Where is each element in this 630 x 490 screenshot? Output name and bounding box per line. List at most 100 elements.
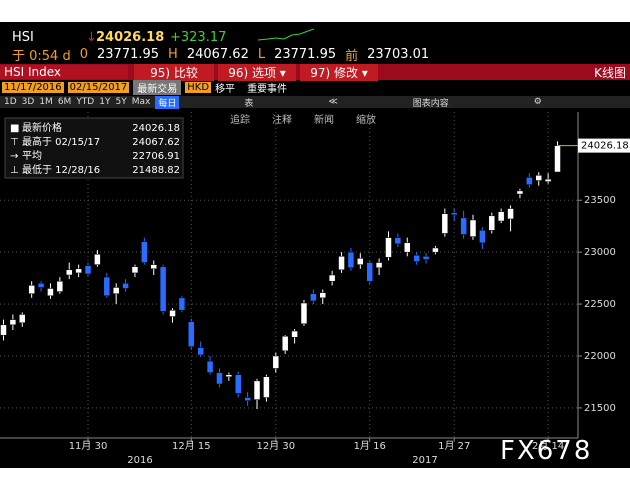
period[interactable]: YTD — [76, 97, 95, 107]
candle-body — [235, 374, 242, 394]
y-tick-label: 22000 — [584, 351, 616, 362]
menu-title: K线图 — [594, 65, 626, 80]
candle-body — [263, 376, 270, 398]
menu-button[interactable]: 96) 选项 ▾ — [218, 63, 296, 81]
quote-time: 于 0:54 d — [12, 48, 71, 64]
candle-body — [0, 324, 7, 336]
x-tick-label: 11月 30 — [69, 440, 108, 452]
candle-body — [169, 310, 176, 317]
events[interactable]: 重要事件 — [247, 84, 288, 95]
candle-body — [357, 258, 364, 265]
tool[interactable]: 追踪 — [230, 114, 250, 126]
quote-l: L — [257, 46, 266, 62]
tool[interactable]: 新闻 — [314, 114, 334, 126]
settings[interactable]: ⚙ — [533, 97, 542, 107]
last-price-label: 24026.18 — [581, 141, 629, 152]
tool[interactable]: 注释 — [272, 114, 292, 126]
legend-value: 22706.91 — [132, 151, 180, 162]
candle-body — [394, 237, 402, 245]
candle-body — [404, 242, 411, 253]
ticker: HSI — [12, 30, 34, 45]
candle-body — [37, 283, 45, 288]
range-bar: 11/17/2016 02/15/2017 最新交易 HKD 移平 重要事件 — [0, 80, 630, 95]
legend-label: 最高于 02/15/17 — [22, 135, 100, 148]
candle-body — [178, 297, 186, 311]
period[interactable]: 1M — [39, 97, 53, 107]
candle-body — [544, 178, 552, 182]
period[interactable]: 1Y — [99, 97, 111, 107]
end-date[interactable]: 02/15/2017 — [67, 82, 130, 93]
candle-body — [432, 247, 439, 253]
legend-icon: ■ — [10, 123, 19, 134]
legend-icon: → — [10, 151, 18, 162]
y-tick-label: 23500 — [584, 195, 616, 206]
toolbar: 追踪 注释 新闻 缩放 — [0, 111, 630, 126]
candle-body — [84, 265, 92, 275]
candle-body — [19, 314, 26, 324]
x-group-label: 2016 — [127, 455, 152, 466]
quote-volume: 0 — [79, 46, 88, 62]
chart-content[interactable]: 图表内容 — [412, 98, 449, 109]
tool[interactable]: 缩放 — [356, 114, 376, 126]
candle-body — [225, 374, 233, 377]
legend-value: 24026.18 — [132, 123, 180, 134]
legend-icon: ⊥ — [10, 165, 19, 176]
candle-body — [94, 253, 101, 265]
table-button[interactable]: 表 — [244, 98, 254, 109]
candle-body — [413, 255, 420, 262]
quote-prev-label: 前 — [345, 48, 359, 64]
candle-body — [347, 251, 355, 268]
x-tick-label: 1月 27 — [438, 440, 470, 452]
legend-box — [4, 117, 184, 179]
legend-value: 21488.82 — [132, 165, 180, 176]
candle-body — [65, 269, 73, 276]
candle-body — [385, 237, 392, 258]
candle-body — [159, 266, 167, 312]
candle-body — [47, 288, 54, 297]
candle-body — [131, 266, 139, 274]
collapse[interactable]: ≪ — [328, 97, 338, 107]
period[interactable]: 6M — [57, 97, 72, 107]
candle-body — [310, 293, 317, 302]
candle-body — [281, 336, 289, 352]
candle-body — [479, 230, 486, 244]
watermark: FX678 — [500, 436, 593, 466]
x-group-label: 2017 — [412, 455, 437, 466]
y-tick-label: 23000 — [584, 247, 616, 258]
last-price-box — [578, 138, 630, 153]
price-type[interactable]: 最新交易 — [133, 80, 182, 95]
candle-body — [338, 256, 345, 271]
legend-label: 平均 — [22, 150, 42, 162]
legend-label: 最低于 12/28/16 — [22, 163, 100, 176]
candle-body — [497, 211, 505, 222]
x-tick-label: 2月 14 — [532, 440, 564, 452]
candle-body — [441, 213, 449, 234]
candle-body — [253, 380, 261, 400]
candle-body — [188, 321, 195, 347]
period[interactable]: 1D — [4, 97, 17, 107]
candle-body — [328, 274, 336, 282]
security[interactable]: HSI Index — [0, 65, 128, 79]
menu-button[interactable]: 95) 比较 — [134, 63, 214, 81]
start-date[interactable]: 11/17/2016 — [2, 82, 64, 93]
period[interactable]: 3D — [21, 97, 35, 107]
period-bar: 1D 3D 1M 6M YTD 1Y 5Y Max 每日 表 ≪ 图表内容 ⚙ — [0, 95, 630, 109]
candle-body — [28, 285, 35, 294]
period[interactable]: 5Y — [115, 97, 127, 107]
moving-average[interactable]: 移平 — [215, 84, 236, 95]
chart: 21500 22000 22500 23000 23500 11月 30 12月 15 12月… — [0, 112, 630, 466]
menu-button[interactable]: 97) 修改 ▾ — [300, 63, 378, 81]
frequency[interactable]: 每日 — [155, 95, 180, 109]
quote-prev: 23703.01 — [367, 46, 430, 62]
candle-body — [141, 241, 148, 263]
candle-body — [460, 217, 467, 235]
candle-body — [516, 190, 524, 195]
candle-body — [554, 145, 561, 173]
currency[interactable]: HKD — [185, 82, 212, 93]
candle-body — [375, 262, 383, 268]
candle-body — [244, 397, 251, 401]
period[interactable]: Max — [131, 97, 151, 107]
down-arrow: ↓ — [86, 30, 97, 45]
quote-high: 24067.62 — [186, 46, 249, 62]
